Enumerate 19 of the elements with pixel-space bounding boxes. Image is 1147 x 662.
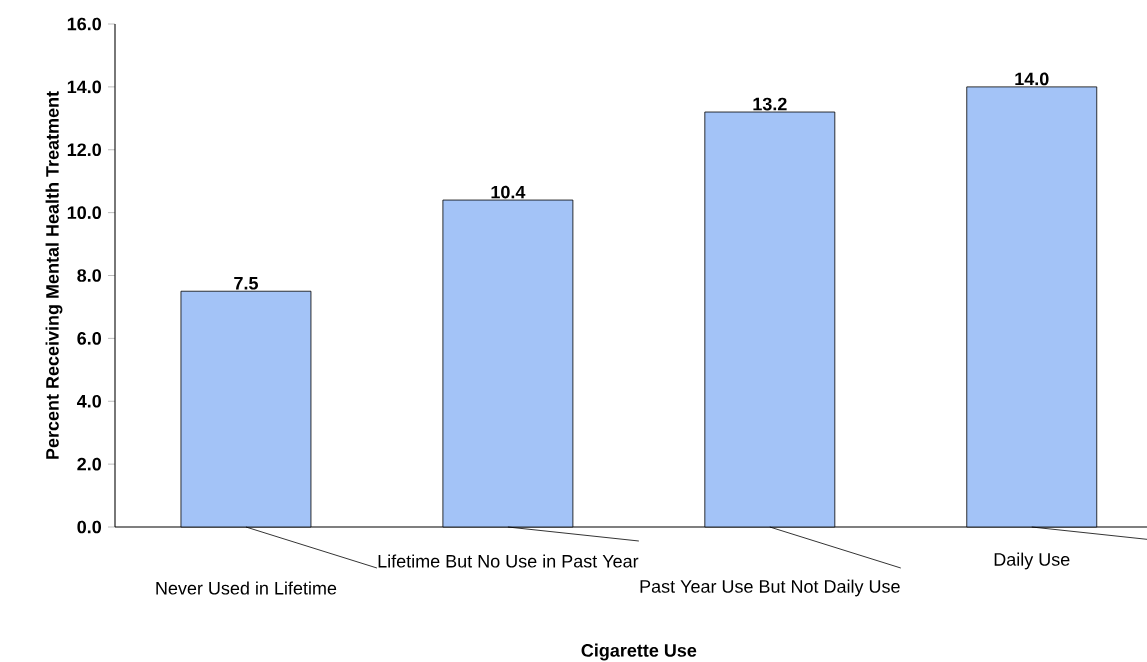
y-tick-label: 2.0 bbox=[77, 457, 102, 471]
x-tick-label: Past Year Use But Not Daily Use bbox=[640, 579, 900, 597]
y-tick-label: 12.0 bbox=[67, 143, 102, 157]
y-tick-label: 14.0 bbox=[67, 80, 102, 94]
y-axis-title: Percent Receiving Mental Health Treatment bbox=[45, 91, 63, 459]
x-tick-label: Never Used in Lifetime bbox=[156, 581, 337, 595]
y-tick-label: 10.0 bbox=[67, 206, 102, 219]
x-axis-title: Cigarette Use bbox=[581, 643, 697, 661]
y-tick-label: 16.0 bbox=[67, 17, 102, 31]
data-label: 10.4 bbox=[491, 185, 526, 199]
y-tick-label: 8.0 bbox=[77, 269, 102, 282]
data-label: 7.5 bbox=[234, 277, 258, 290]
y-tick-label: 0.0 bbox=[77, 520, 102, 534]
data-label: 14.0 bbox=[1015, 72, 1049, 86]
data-label: 13.2 bbox=[753, 97, 787, 111]
x-tick-label: Daily Use bbox=[994, 552, 1070, 570]
x-tick-label: Lifetime But No Use in Past Year bbox=[378, 554, 639, 568]
y-tick-label: 6.0 bbox=[77, 332, 102, 345]
y-tick-label: 4.0 bbox=[76, 394, 102, 408]
